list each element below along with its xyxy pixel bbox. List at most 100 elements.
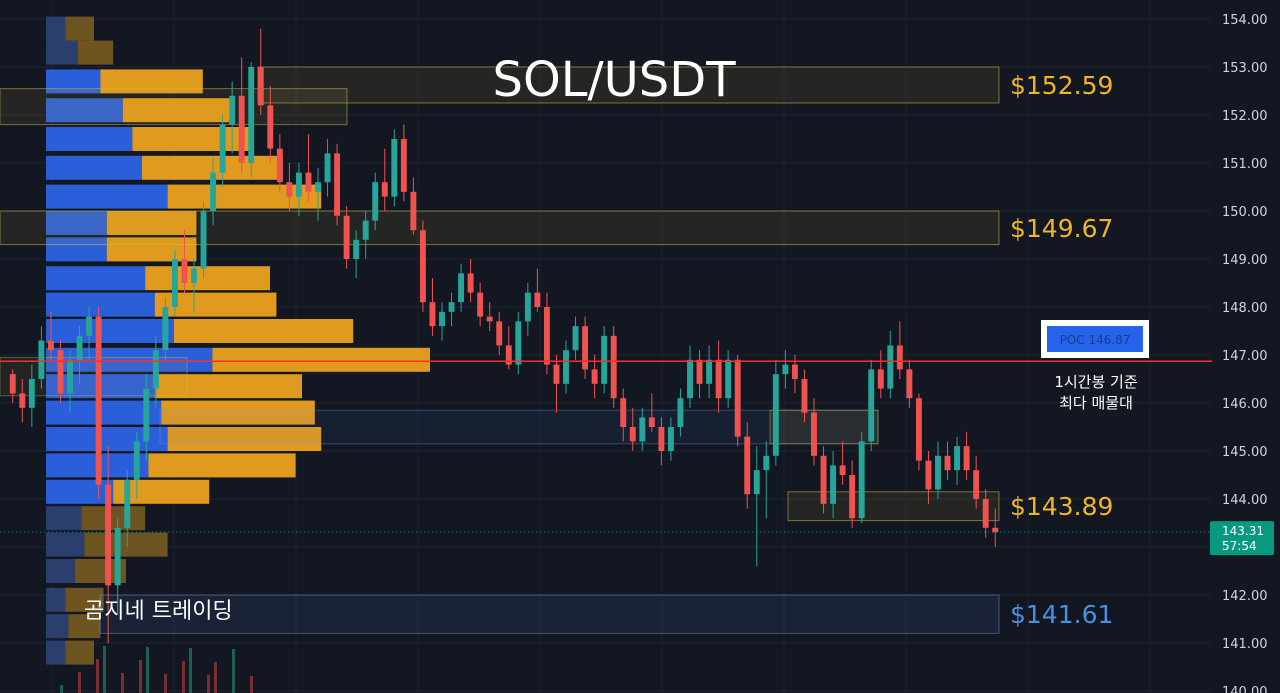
candle-body (343, 215, 350, 259)
last-price-timer: 57:54 (1222, 539, 1257, 553)
candle-body (811, 412, 817, 456)
candle-body (763, 455, 770, 471)
candle-body (906, 369, 913, 399)
watermark: 곰지네 트레이딩 (84, 599, 233, 624)
price-tick-label: 145.00 (1222, 445, 1268, 460)
price-tick-label: 144.00 (1222, 493, 1268, 508)
profile-buy-bar (46, 559, 75, 583)
candle-body (124, 479, 131, 528)
candle-body (505, 345, 512, 365)
poc-line-group: POC 146.87 (0, 320, 1212, 533)
zone-price-label: $143.89 (1010, 492, 1113, 521)
candle-body (458, 273, 465, 303)
candle-body (334, 153, 341, 216)
candle-body (601, 335, 608, 384)
candle-body (820, 455, 827, 504)
candle-body (915, 398, 922, 461)
candle-body (830, 465, 837, 504)
candle-body (419, 230, 426, 303)
candle-body (305, 172, 312, 192)
price-tick-label: 141.00 (1222, 637, 1268, 652)
candle-body (143, 388, 150, 442)
candle-body (935, 455, 941, 490)
candle-body (486, 316, 493, 322)
candle-body (57, 350, 64, 394)
profile-buy-bar (46, 587, 66, 612)
volume-bar (121, 673, 124, 693)
candle-body (839, 465, 846, 475)
candle-body (992, 527, 999, 533)
candle-body (152, 350, 159, 389)
candle-body (563, 350, 569, 384)
candle-body (400, 139, 407, 192)
candle-body (19, 393, 26, 408)
candle-body (582, 326, 589, 370)
candle-body (620, 398, 627, 427)
price-tick-label: 147.00 (1222, 349, 1268, 364)
volume-bar (60, 685, 63, 693)
candle-body (286, 182, 293, 197)
zone-price-label: $141.61 (1010, 600, 1113, 629)
candle-body (782, 364, 789, 375)
profile-buy-bar (46, 155, 142, 180)
candle-body (849, 475, 856, 519)
candle-body (295, 172, 302, 197)
candle-body (648, 417, 655, 427)
candle-body (687, 359, 693, 399)
candle-body (658, 427, 665, 451)
candle-body (105, 484, 112, 586)
volume-bar (250, 676, 253, 693)
candle-body (496, 321, 503, 346)
profile-buy-bar (46, 237, 107, 262)
candle-body (715, 359, 722, 399)
candle-body (477, 292, 484, 317)
price-tick-label: 148.00 (1222, 301, 1268, 316)
candle-body (315, 182, 321, 192)
profile-sell-bar (81, 506, 146, 531)
profile-sell-bar (68, 614, 101, 639)
profile-sell-bar (78, 40, 114, 65)
price-tick-label: 153.00 (1222, 61, 1268, 76)
candle-body (353, 239, 360, 259)
candle-body (572, 326, 579, 351)
volume-bar (146, 647, 149, 693)
candle-body (753, 470, 760, 495)
profile-sell-bar (65, 16, 94, 41)
price-axis-background (1212, 0, 1280, 693)
candle-body (257, 67, 264, 106)
candle-body (181, 259, 188, 283)
candle-body (973, 470, 980, 499)
zone-box-secondary (769, 409, 879, 445)
profile-buy-bar (46, 184, 168, 209)
price-tick-label: 152.00 (1222, 109, 1268, 124)
zone-price-label: $152.59 (1010, 71, 1113, 100)
profile-sell-bar (122, 98, 232, 123)
candle-body (324, 153, 331, 183)
volume-bar (189, 648, 192, 693)
candle-body (267, 105, 274, 149)
profile-buy-bar (46, 69, 101, 94)
zone-box (0, 210, 1000, 246)
poc-label-box (1047, 326, 1143, 352)
candle-body (95, 316, 102, 485)
candle-body (524, 292, 531, 322)
profile-buy-bar (46, 16, 66, 41)
candle-body (639, 417, 646, 442)
profile-sell-bar (65, 587, 104, 612)
volume-bar (182, 661, 185, 693)
candle-body (238, 95, 245, 163)
candle-body (372, 182, 379, 221)
candle-body (162, 307, 169, 351)
chart-title: SOL/USDT (492, 52, 736, 108)
poc-label: POC 146.87 (1060, 333, 1131, 347)
profile-sell-bar (100, 69, 203, 94)
candle-body (191, 268, 197, 283)
volume-bar (207, 675, 210, 693)
profile-sell-bar (161, 400, 315, 425)
candle-body (801, 379, 808, 413)
volume-bar (214, 662, 217, 693)
candle-body (791, 364, 798, 379)
profile-buy-bar (46, 479, 114, 504)
candle-body (954, 446, 961, 471)
